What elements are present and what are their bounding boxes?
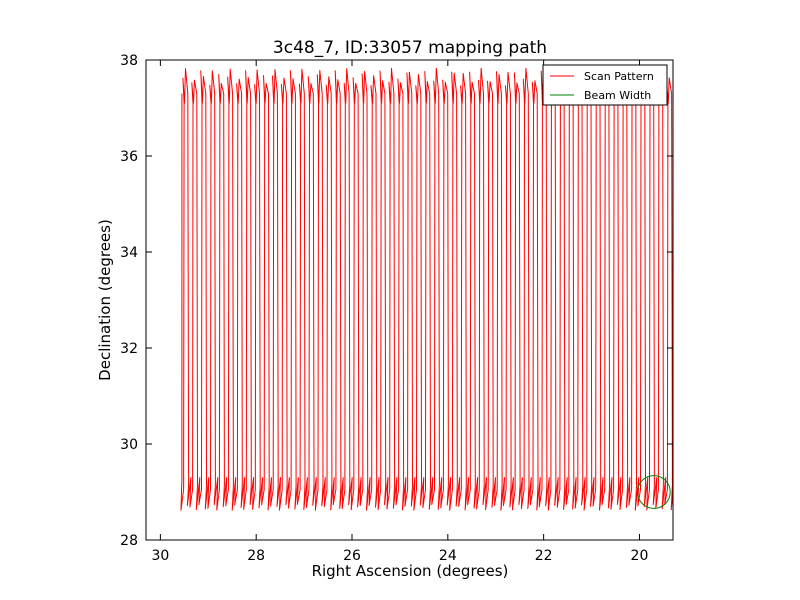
x-tick-label: 26: [343, 548, 361, 564]
series-layer: [180, 67, 673, 511]
y-tick-label: 28: [120, 533, 138, 549]
plot-area: [146, 60, 673, 540]
x-tick-label: 20: [631, 548, 649, 564]
plot-frame: [145, 59, 674, 541]
y-tick-label: 36: [120, 149, 138, 165]
x-tick-label: 30: [151, 548, 169, 564]
tick-layer: 30 28 26 24 22 20 28 30 32 34 36 38: [120, 53, 673, 564]
x-tick-label: 28: [247, 548, 265, 564]
x-axis-label: Right Ascension (degrees): [312, 562, 509, 580]
y-tick-label: 30: [120, 437, 138, 453]
y-tick-label: 32: [120, 341, 138, 357]
y-axis-label: Declination (degrees): [96, 219, 114, 381]
legend-box: [542, 64, 668, 106]
legend-label-beam-width: Beam Width: [584, 89, 651, 102]
scan-pattern-line: [180, 67, 673, 511]
legend-label-scan-pattern: Scan Pattern: [584, 70, 654, 83]
y-tick-label: 38: [120, 53, 138, 69]
x-tick-label: 24: [439, 548, 457, 564]
legend: Scan Pattern Beam Width: [542, 64, 668, 106]
y-tick-label: 34: [120, 245, 138, 261]
beam-width-circle: [636, 475, 671, 509]
x-tick-label: 22: [535, 548, 553, 564]
chart-title: 3c48_7, ID:33057 mapping path: [273, 38, 547, 58]
